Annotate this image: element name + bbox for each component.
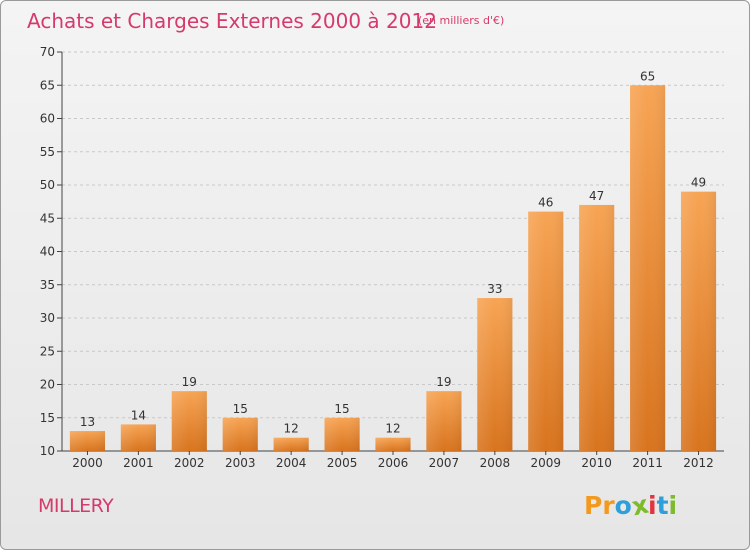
- bar-value-label: 14: [131, 408, 146, 422]
- y-tick-label: 35: [40, 278, 55, 292]
- city-name: MILLERY: [38, 495, 114, 517]
- bar-shine: [426, 391, 462, 451]
- bar-shine: [375, 437, 411, 451]
- bar-shine: [324, 417, 360, 451]
- bar-shine: [171, 391, 207, 451]
- bar-value-label: 46: [538, 196, 553, 210]
- bar-value-label: 12: [284, 422, 299, 436]
- bar-shine: [477, 298, 513, 451]
- bar-shine: [120, 424, 156, 451]
- grid-lines: [62, 51, 724, 419]
- x-tick-label: 2007: [429, 456, 460, 470]
- x-tick-label: 2002: [174, 456, 205, 470]
- y-tick-label: 30: [40, 311, 55, 325]
- y-tick-label: 55: [40, 145, 55, 159]
- bar-value-label: 47: [589, 189, 604, 203]
- bar-value-label: 15: [334, 402, 349, 416]
- y-tick-label: 60: [40, 112, 55, 126]
- bar-shine: [222, 417, 258, 451]
- y-tick-label: 20: [40, 378, 55, 392]
- proxiti-logo: Proxiti: [584, 490, 678, 522]
- chart-subtitle: (en milliers d'€): [418, 14, 505, 27]
- x-tick-label: 2009: [530, 456, 561, 470]
- bar-value-label: 65: [640, 69, 655, 83]
- bar-shine: [630, 85, 666, 451]
- x-tick-label: 2003: [225, 456, 256, 470]
- bar-value-label: 15: [233, 402, 248, 416]
- labels: 10 15 20 25 30 35 40 45 50 55 60 65 70 13 2000 14 2001 19…: [40, 45, 714, 470]
- logo-letter: t: [656, 491, 669, 520]
- axes: [57, 51, 724, 455]
- bar-shine: [680, 191, 717, 451]
- bar-value-label: 19: [436, 375, 451, 389]
- bar-shine: [69, 431, 106, 451]
- y-tick-label: 70: [40, 45, 55, 59]
- x-tick-label: 2008: [480, 456, 511, 470]
- x-tick-label: 2004: [276, 456, 307, 470]
- bars: [69, 85, 717, 451]
- bar-shine: [528, 211, 564, 451]
- bar-value-label: 13: [80, 415, 95, 429]
- y-tick-label: 25: [40, 344, 55, 358]
- x-tick-label: 2012: [683, 456, 714, 470]
- x-tick-label: 2001: [123, 456, 154, 470]
- x-tick-label: 2011: [632, 456, 663, 470]
- y-tick-label: 45: [40, 211, 55, 225]
- logo-letter: i: [668, 491, 678, 520]
- bar-shine: [273, 437, 309, 451]
- logo-letter: P: [584, 491, 603, 520]
- y-tick-label: 50: [40, 178, 55, 192]
- x-tick-label: 2000: [72, 456, 103, 470]
- y-tick-label: 15: [40, 411, 55, 425]
- x-tick-label: 2006: [378, 456, 409, 470]
- bar-value-label: 12: [385, 422, 400, 436]
- y-tick-label: 40: [40, 245, 55, 259]
- bar-shine: [579, 204, 615, 451]
- y-tick-label: 65: [40, 78, 55, 92]
- logo-letter: r: [602, 491, 615, 520]
- y-tick-label: 10: [40, 444, 55, 458]
- x-tick-label: 2005: [327, 456, 358, 470]
- x-tick-label: 2010: [581, 456, 612, 470]
- bar-value-label: 19: [182, 375, 197, 389]
- bar-value-label: 33: [487, 282, 502, 296]
- logo-letter: i: [648, 491, 657, 520]
- logo-letter: o: [614, 491, 632, 520]
- bar-value-label: 49: [691, 176, 706, 190]
- chart-title: Achats et Charges Externes 2000 à 2012: [27, 9, 437, 33]
